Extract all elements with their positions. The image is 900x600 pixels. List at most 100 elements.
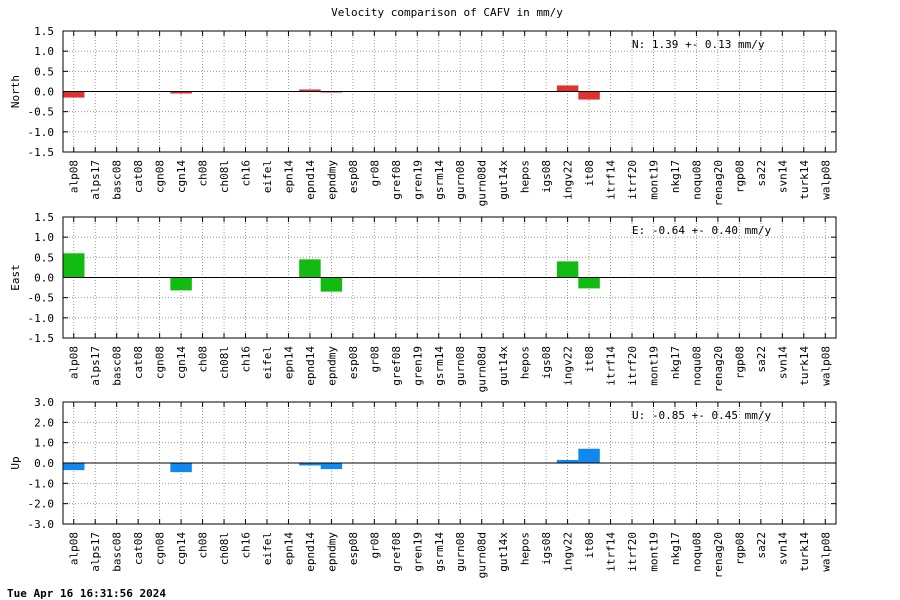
y-tick-label: 1.5 (34, 25, 54, 38)
x-tick-label: sa22 (755, 160, 768, 187)
x-tick-label: gsrm14 (433, 346, 446, 386)
x-tick-label: turk14 (798, 346, 811, 386)
y-tick-label: 1.5 (34, 211, 54, 224)
x-tick-label: gurn08d (476, 160, 489, 206)
y-tick-label: -1.0 (28, 126, 55, 139)
x-tick-label: nkg17 (669, 532, 682, 565)
x-tick-label: igs08 (540, 160, 553, 193)
x-tick-label: epnd14 (304, 160, 317, 200)
x-tick-label: esp08 (347, 346, 360, 379)
y-tick-label: -2.0 (28, 498, 55, 511)
y-tick-label: 0.0 (34, 457, 54, 470)
x-tick-label: gurn08d (476, 532, 489, 578)
y-tick-label: 1.0 (34, 45, 54, 58)
panel-north: 1.5 1.0 0.5 0.0 -0.5 -1.0 -1.5 alp08 alps17 basc0… (9, 25, 837, 206)
bar-ingv22 (556, 261, 579, 278)
y-tick-label: -1.0 (28, 312, 55, 325)
x-tick-label: basc08 (111, 532, 124, 572)
y-tick-label: 0.5 (34, 65, 54, 78)
x-tick-label: sa22 (755, 532, 768, 559)
y-tick-label: -0.5 (28, 106, 55, 119)
panel-up: 3.0 2.0 1.0 0.0 -1.0 -2.0 -3.0 alp08 alps17 basc0… (9, 396, 837, 578)
x-tick-label: nkg17 (669, 346, 682, 379)
x-tick-label: eifel (261, 160, 274, 193)
x-tick-label: rgp08 (733, 532, 746, 565)
bar-epnd14 (299, 463, 321, 466)
bar-epnd14 (299, 89, 321, 92)
bar-it08 (578, 91, 600, 100)
stats-annotation: E: -0.64 +- 0.40 mm/y (632, 224, 771, 237)
x-tick-label: noqu08 (690, 160, 703, 200)
y-tick-label: 0.0 (34, 272, 54, 285)
x-tick-label: it08 (583, 160, 596, 187)
x-tick-label: ch08l (218, 160, 231, 193)
x-tick-label: cgn14 (175, 160, 188, 193)
x-tick-label: turk14 (798, 160, 811, 200)
y-tick-label: -0.5 (28, 292, 55, 305)
x-tick-label: rgp08 (733, 346, 746, 379)
x-tick-label: epn14 (282, 160, 295, 193)
x-tick-label: ch08 (197, 346, 210, 373)
x-tick-label: epn14 (282, 532, 295, 565)
x-tick-label: ch08l (218, 532, 231, 565)
x-tick-label: basc08 (111, 346, 124, 386)
x-tick-label: epndmy (325, 160, 338, 200)
x-tick-label: gsrm14 (433, 160, 446, 200)
x-tick-label: gref08 (390, 532, 403, 572)
x-tick-label: gr08 (368, 532, 381, 559)
bar-epndmy (320, 463, 343, 470)
x-tick-label: hepos (519, 160, 532, 193)
x-tick-label: igs08 (540, 346, 553, 379)
x-tick-label: alps17 (89, 346, 102, 386)
x-tick-label: gref08 (390, 346, 403, 386)
x-tick-label: itrf20 (626, 532, 639, 572)
bar-alp08 (63, 463, 85, 471)
y-tick-label: -1.0 (28, 477, 55, 490)
x-tick-label: cgn08 (154, 346, 167, 379)
stats-annotation: N: 1.39 +- 0.13 mm/y (632, 38, 765, 51)
y-tick-label: 0.5 (34, 251, 54, 264)
bar-cgn14 (170, 463, 192, 473)
x-tick-label: itrf14 (605, 160, 618, 200)
x-tick-label: itrf20 (626, 160, 639, 200)
x-tick-label: alp08 (68, 160, 81, 193)
x-tick-label: ch16 (240, 160, 253, 187)
x-tick-label: renag20 (712, 346, 725, 392)
bar-it08 (578, 277, 600, 289)
x-tick-label: cgn14 (175, 532, 188, 565)
x-tick-label: ch16 (240, 532, 253, 559)
x-tick-label: ingv22 (562, 532, 575, 572)
x-tick-label: epndmy (325, 346, 338, 386)
y-tick-label: -3.0 (28, 518, 55, 531)
x-tick-label: ch16 (240, 346, 253, 373)
stats-annotation: U: -0.85 +- 0.45 mm/y (632, 409, 771, 422)
x-tick-label: mont19 (647, 532, 660, 572)
x-tick-label: turk14 (798, 532, 811, 572)
x-tick-label: epndmy (325, 532, 338, 572)
x-tick-label: cgn08 (154, 532, 167, 565)
x-tick-label: ch08 (197, 532, 210, 559)
x-tick-label: epnd14 (304, 532, 317, 572)
x-tick-label: gurn08 (454, 160, 467, 200)
x-tick-label: gren19 (411, 346, 424, 386)
x-tick-label: gsrm14 (433, 532, 446, 572)
x-tick-label: cat08 (132, 532, 145, 565)
x-tick-label: ingv22 (562, 160, 575, 200)
x-tick-label: cat08 (132, 346, 145, 379)
x-tick-label: cat08 (132, 160, 145, 193)
x-tick-label: igs08 (540, 532, 553, 565)
x-tick-label: gr08 (368, 346, 381, 373)
x-tick-label: esp08 (347, 160, 360, 193)
y-tick-label: 1.0 (34, 437, 54, 450)
x-tick-label: gref08 (390, 160, 403, 200)
chart-title: Velocity comparison of CAFV in mm/y (331, 6, 563, 19)
x-tick-label: itrf14 (605, 532, 618, 572)
x-tick-label: gren19 (411, 160, 424, 200)
y-tick-label: 2.0 (34, 416, 54, 429)
x-tick-label: walp08 (819, 532, 832, 572)
x-tick-label: sa22 (755, 346, 768, 373)
x-tick-label: svn14 (776, 346, 789, 379)
x-tick-label: gurn08d (476, 346, 489, 392)
x-tick-label: alp08 (68, 532, 81, 565)
